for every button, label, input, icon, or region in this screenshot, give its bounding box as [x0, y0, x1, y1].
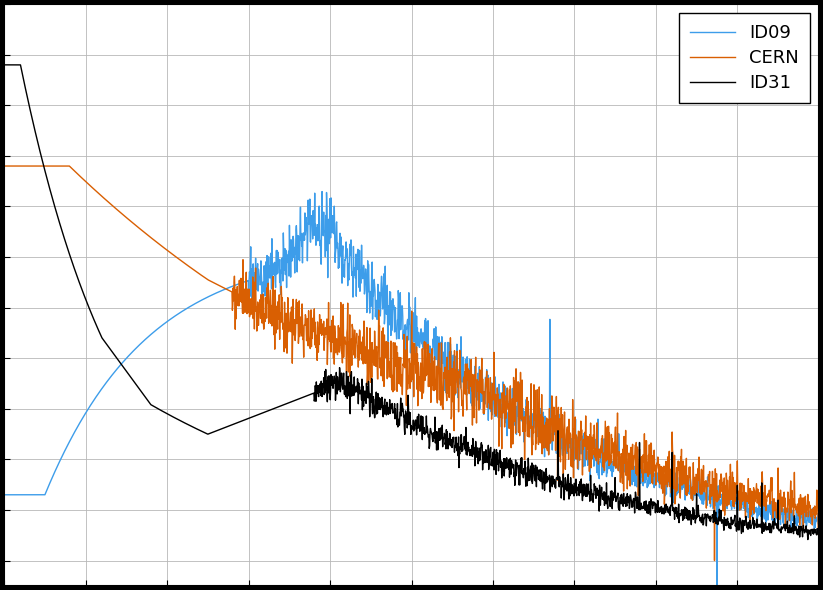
CERN: [709, 557, 719, 564]
CERN: [814, 503, 823, 510]
Line: ID09: ID09: [4, 192, 819, 586]
CERN: [374, 307, 384, 314]
Line: CERN: CERN: [4, 166, 819, 560]
ID09: [0, 491, 9, 499]
CERN: [640, 437, 650, 444]
ID31: [803, 536, 813, 543]
ID09: [396, 326, 406, 333]
ID09: [317, 188, 327, 195]
ID31: [395, 409, 405, 416]
ID09: [641, 470, 651, 477]
CERN: [41, 162, 51, 169]
ID31: [374, 406, 384, 413]
Line: ID31: ID31: [4, 65, 819, 540]
CERN: [0, 162, 9, 169]
ID09: [814, 510, 823, 517]
ID31: [790, 525, 800, 532]
ID09: [791, 520, 801, 527]
ID09: [712, 582, 722, 589]
Legend: ID09, CERN, ID31: ID09, CERN, ID31: [679, 13, 810, 103]
ID31: [41, 171, 51, 178]
ID31: [790, 527, 800, 534]
ID09: [791, 519, 801, 526]
ID31: [0, 61, 9, 68]
CERN: [395, 360, 405, 368]
CERN: [790, 504, 800, 512]
ID31: [814, 528, 823, 535]
ID09: [41, 489, 51, 496]
ID09: [374, 303, 384, 310]
CERN: [791, 501, 801, 508]
ID31: [640, 499, 650, 506]
